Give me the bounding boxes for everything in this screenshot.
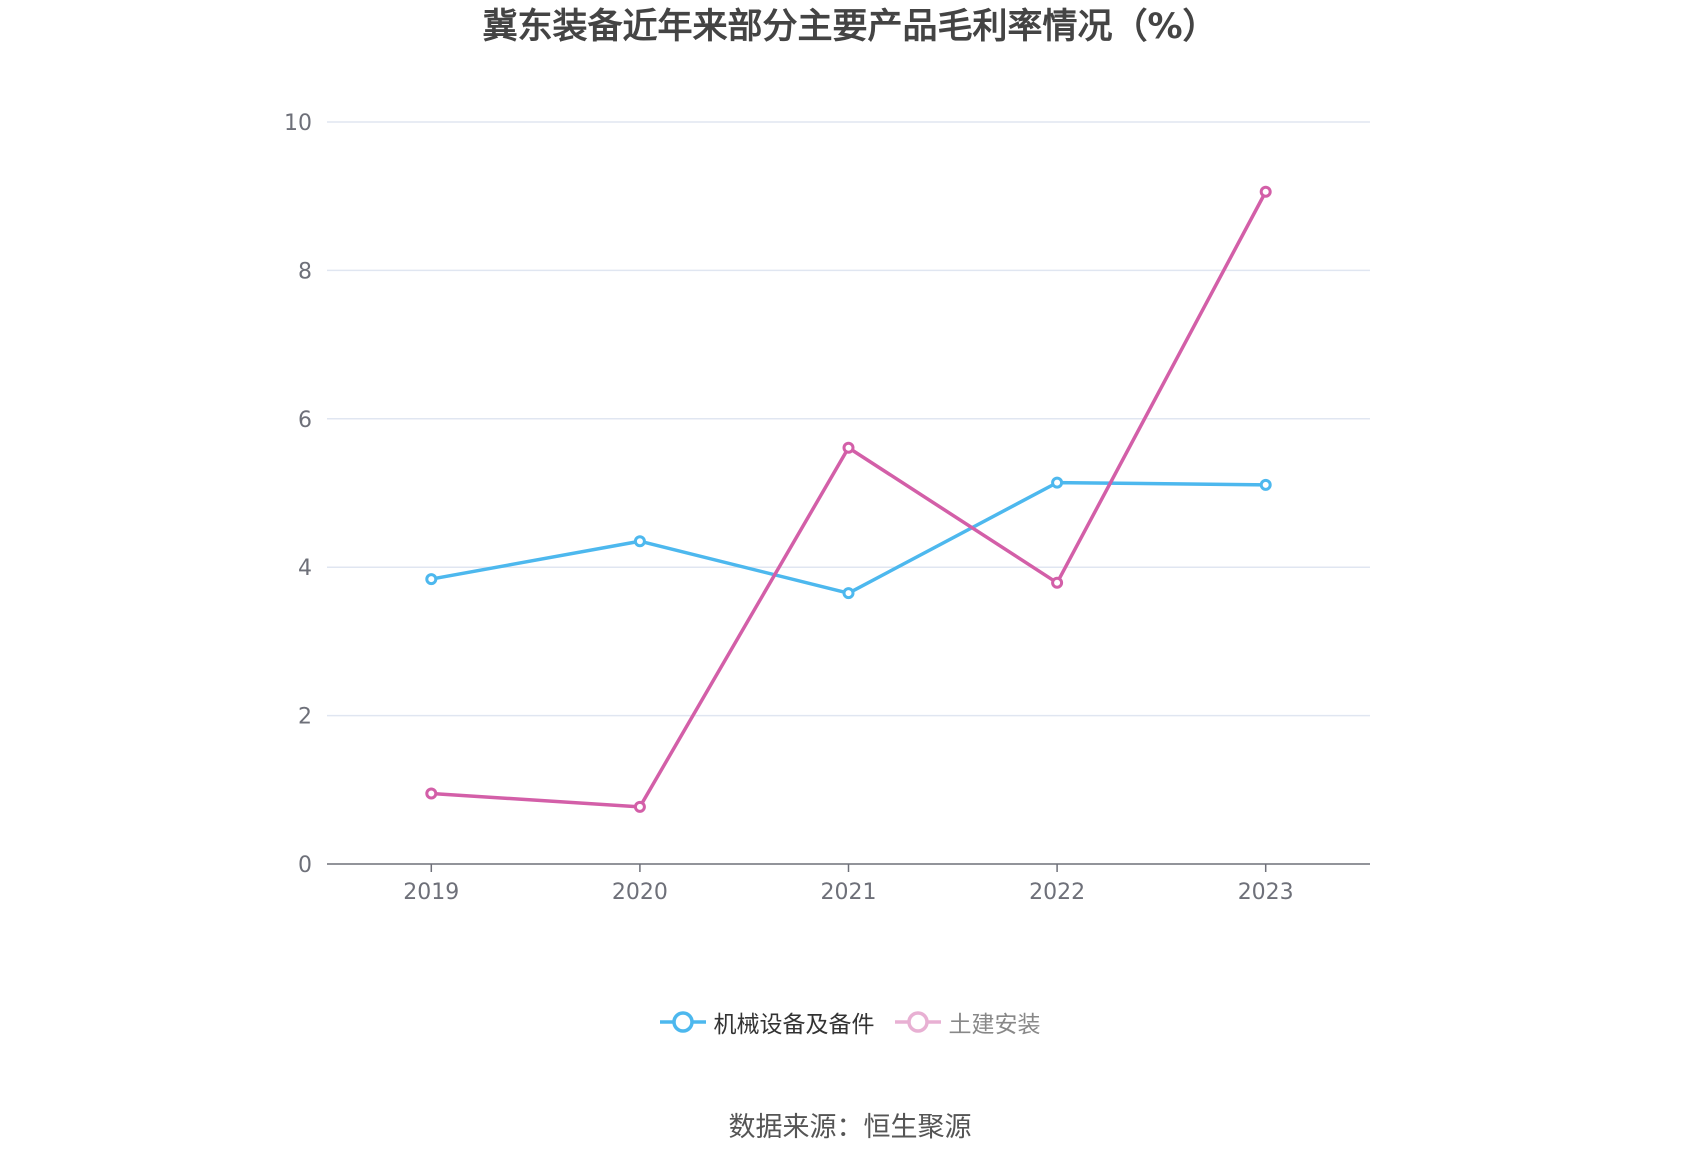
y-tick-label: 2 [298,705,312,730]
data-source-note: 数据来源：恒生聚源 [728,1112,972,1143]
x-tick-label: 2020 [612,880,668,905]
y-tick-label: 4 [298,556,312,581]
series-lines [429,189,1268,809]
data-point-series-2[interactable] [842,441,855,454]
legend: 机械设备及备件 土建安装 [0,1005,1700,1039]
x-tick-label: 2021 [821,880,877,905]
data-point-series-1[interactable] [1259,478,1272,491]
legend-label-series-2: 土建安装 [948,1012,1041,1038]
data-point-series-2[interactable] [633,800,646,813]
legend-label-series-1: 机械设备及备件 [713,1012,875,1038]
data-point-series-2[interactable] [1051,576,1064,589]
legend-marker-series-2 [894,1011,941,1033]
axes: 0 2 4 6 8 10 2019 2020 2021 2022 2023 [284,111,1370,905]
series-line-1 [429,480,1268,595]
data-point-series-1[interactable] [633,535,646,548]
x-tick-label: 2019 [403,880,459,905]
series-points [425,185,1272,813]
legend-item-series-2[interactable]: 土建安装 [894,1005,1041,1039]
legend-item-series-1[interactable]: 机械设备及备件 [659,1005,875,1039]
data-point-series-2[interactable] [425,787,438,800]
y-tick-label: 10 [284,111,312,136]
grid-lines [327,121,1370,717]
y-tick-label: 8 [298,259,312,284]
y-tick-label: 6 [298,408,312,433]
data-point-series-2[interactable] [1259,185,1272,198]
series-line-2 [429,189,1268,809]
x-tick-label: 2022 [1029,880,1085,905]
data-point-series-1[interactable] [842,587,855,600]
y-tick-label: 0 [298,853,312,878]
chart-title: 冀东装备近年来部分主要产品毛利率情况（%） [482,7,1218,47]
data-point-series-1[interactable] [1051,476,1064,489]
legend-marker-series-1 [659,1011,706,1033]
x-tick-label: 2023 [1238,880,1294,905]
data-point-series-1[interactable] [425,573,438,586]
